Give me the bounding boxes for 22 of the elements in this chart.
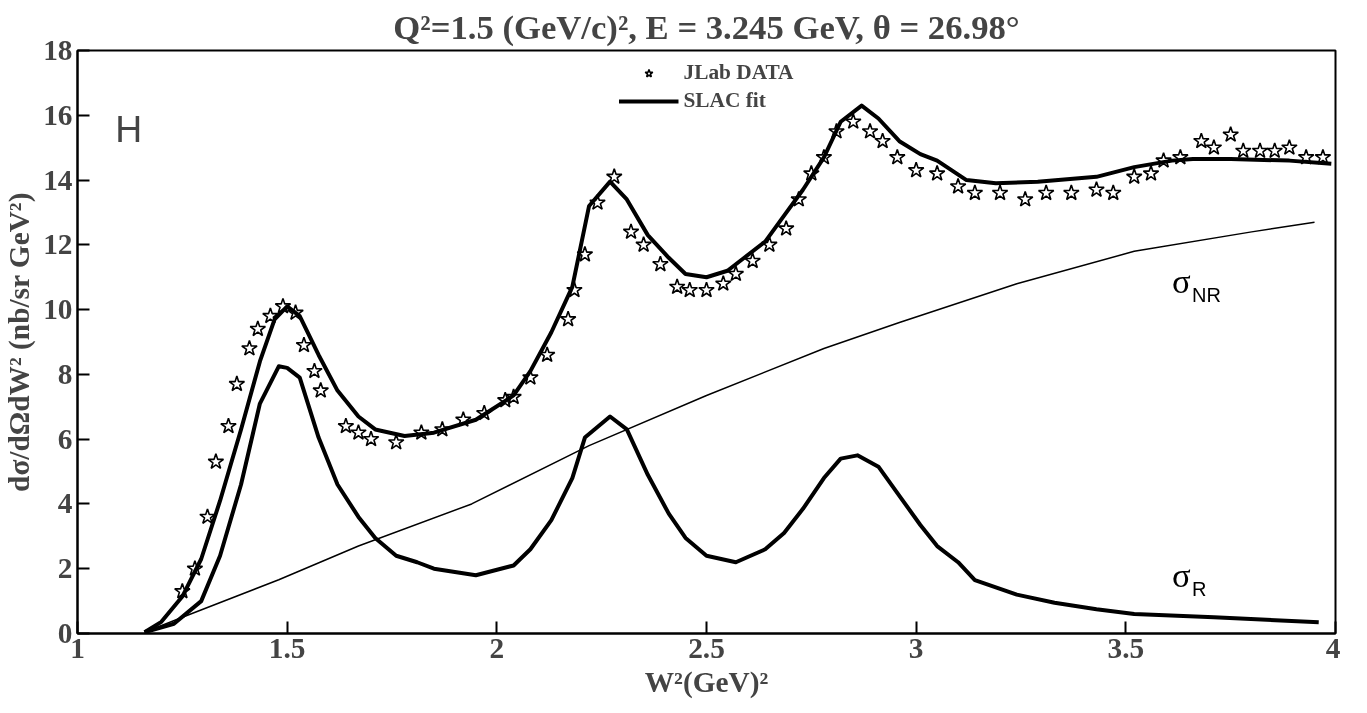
y-tick-label: 18 xyxy=(43,34,73,66)
y-tick-label: 6 xyxy=(57,422,73,455)
x-tick-label: 1.5 xyxy=(268,631,306,664)
x-tick-label: 4 xyxy=(1325,631,1341,664)
x-axis-title: W²(GeV)² xyxy=(644,665,769,699)
x-tick-label: 2 xyxy=(489,631,505,664)
y-tick-label: 14 xyxy=(43,163,73,196)
x-tick-label: 2.5 xyxy=(688,631,725,664)
y-tick-label: 10 xyxy=(43,293,73,326)
x-tick-label: 3.5 xyxy=(1107,631,1145,664)
y-tick-label: 16 xyxy=(43,98,73,131)
y-tick-label: 12 xyxy=(43,228,73,261)
y-tick-label: 0 xyxy=(57,617,73,649)
y-tick-label: 2 xyxy=(57,552,73,585)
y-tick-label: 8 xyxy=(57,357,73,390)
y-tick-label: 4 xyxy=(57,487,73,520)
legend-label: JLab DATA xyxy=(683,60,794,85)
y-axis-title: dσ/dΩdW² (nb/sr GeV²) xyxy=(3,192,37,492)
legend-label: SLAC fit xyxy=(683,88,766,113)
chart-title: Q²=1.5 (GeV/c)², E = 3.245 GeV, θ = 26.98° xyxy=(393,7,1020,47)
x-tick-label: 3 xyxy=(908,631,924,664)
annotation: H xyxy=(115,107,143,150)
